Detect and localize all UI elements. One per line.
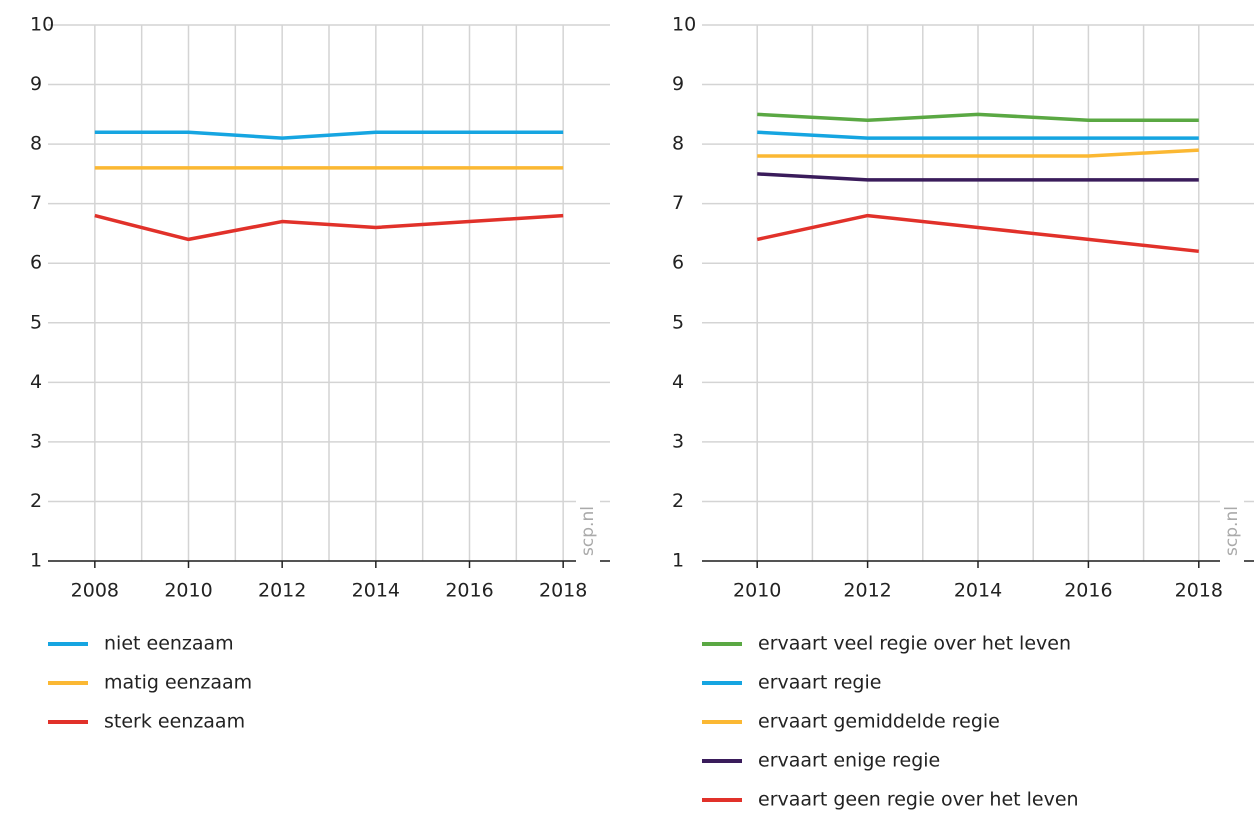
x-tick-label: 2014 [954,580,1002,602]
legend-label: ervaart geen regie over het leven [758,789,1079,811]
x-tick-label: 2010 [164,580,212,602]
y-tick-label: 7 [30,192,42,214]
x-tick-label: 2010 [733,580,781,602]
series-line [756,213,1199,254]
x-tick-label: 2016 [1064,580,1112,602]
legend-label: matig eenzaam [104,672,252,694]
legend-label: niet eenzaam [104,633,234,655]
annotation: scp.nl [1222,506,1242,556]
annotation-bg [1220,481,1244,581]
y-tick-label: 9 [672,73,684,95]
series-line [94,213,564,242]
annotation: scp.nl [578,506,598,556]
y-tick-label: 10 [672,14,696,36]
series-line [94,130,564,140]
y-tick-label: 6 [30,252,42,274]
y-tick-label: 5 [30,311,42,333]
x-tick-label: 2008 [71,580,119,602]
x-tick-label: 2018 [1175,580,1223,602]
x-tick-label: 2016 [445,580,493,602]
legend-label: ervaart gemiddelde regie [758,711,1000,733]
y-tick-label: 3 [30,430,42,452]
series-line [757,172,1199,182]
series-line [757,148,1199,158]
y-tick-label: 7 [672,192,684,214]
y-tick-label: 4 [30,371,42,393]
x-tick-label: 2018 [539,580,587,602]
x-tick-label: 2014 [352,580,400,602]
y-tick-label: 8 [30,133,42,155]
y-tick-label: 9 [30,73,42,95]
y-tick-label: 2 [30,490,42,512]
y-tick-label: 4 [672,371,684,393]
y-tick-label: 6 [672,252,684,274]
series-line [757,112,1199,123]
x-tick-label: 2012 [843,580,891,602]
y-tick-label: 1 [672,550,684,572]
y-tick-label: 2 [672,490,684,512]
legend-label: ervaart veel regie over het leven [758,633,1071,655]
y-tick-label: 1 [30,550,42,572]
series-line [757,130,1199,140]
y-tick-label: 5 [672,311,684,333]
y-tick-label: 3 [672,430,684,452]
y-tick-label: 10 [30,14,54,36]
legend-label: ervaart regie [758,672,881,694]
legend-label: ervaart enige regie [758,750,940,772]
legend-label: sterk eenzaam [104,711,245,733]
y-tick-label: 8 [672,133,684,155]
x-tick-label: 2012 [258,580,306,602]
annotation-bg [576,481,600,581]
